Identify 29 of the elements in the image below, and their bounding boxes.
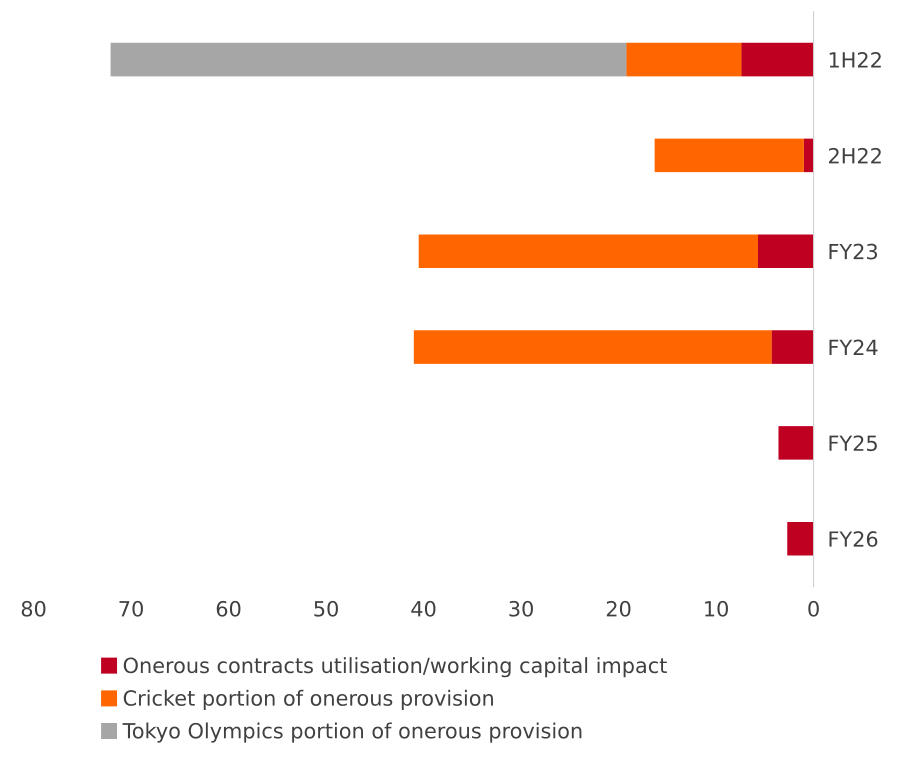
legend-label: Onerous contracts utilisation/working capital impact bbox=[124, 657, 667, 678]
y-tick-label: FY25 bbox=[830, 435, 877, 452]
legend-label: Cricket portion of onerous provision bbox=[124, 690, 493, 710]
bar bbox=[787, 522, 814, 556]
y-tick-label: FY26 bbox=[830, 531, 878, 547]
y-tick-label: FY24 bbox=[830, 340, 878, 355]
y-tick-label: 1H22 bbox=[830, 52, 881, 68]
y-tick-label: 2H22 bbox=[828, 148, 881, 164]
bar bbox=[626, 42, 742, 76]
bar bbox=[772, 330, 814, 364]
x-tick-label: 50 bbox=[314, 600, 338, 617]
x-tick-label: 40 bbox=[411, 600, 436, 617]
x-tick-label: 80 bbox=[22, 600, 46, 617]
bar bbox=[654, 138, 804, 172]
legend-label: Tokyo Olympics portion of onerous provision bbox=[122, 722, 582, 743]
bar bbox=[758, 234, 814, 268]
x-tick-label: 30 bbox=[509, 600, 533, 617]
bar bbox=[741, 42, 814, 76]
x-tick-label: 0 bbox=[808, 600, 819, 617]
x-tick-label: 20 bbox=[606, 600, 630, 617]
bar bbox=[418, 234, 758, 268]
y-tick-label: FY23 bbox=[830, 244, 878, 260]
x-tick-label: 60 bbox=[216, 600, 240, 617]
x-tick-label: 70 bbox=[120, 600, 143, 617]
bar bbox=[110, 42, 626, 76]
x-tick-label: 10 bbox=[705, 600, 728, 617]
bar bbox=[414, 330, 772, 364]
bar bbox=[778, 426, 814, 460]
bar bbox=[804, 138, 814, 172]
